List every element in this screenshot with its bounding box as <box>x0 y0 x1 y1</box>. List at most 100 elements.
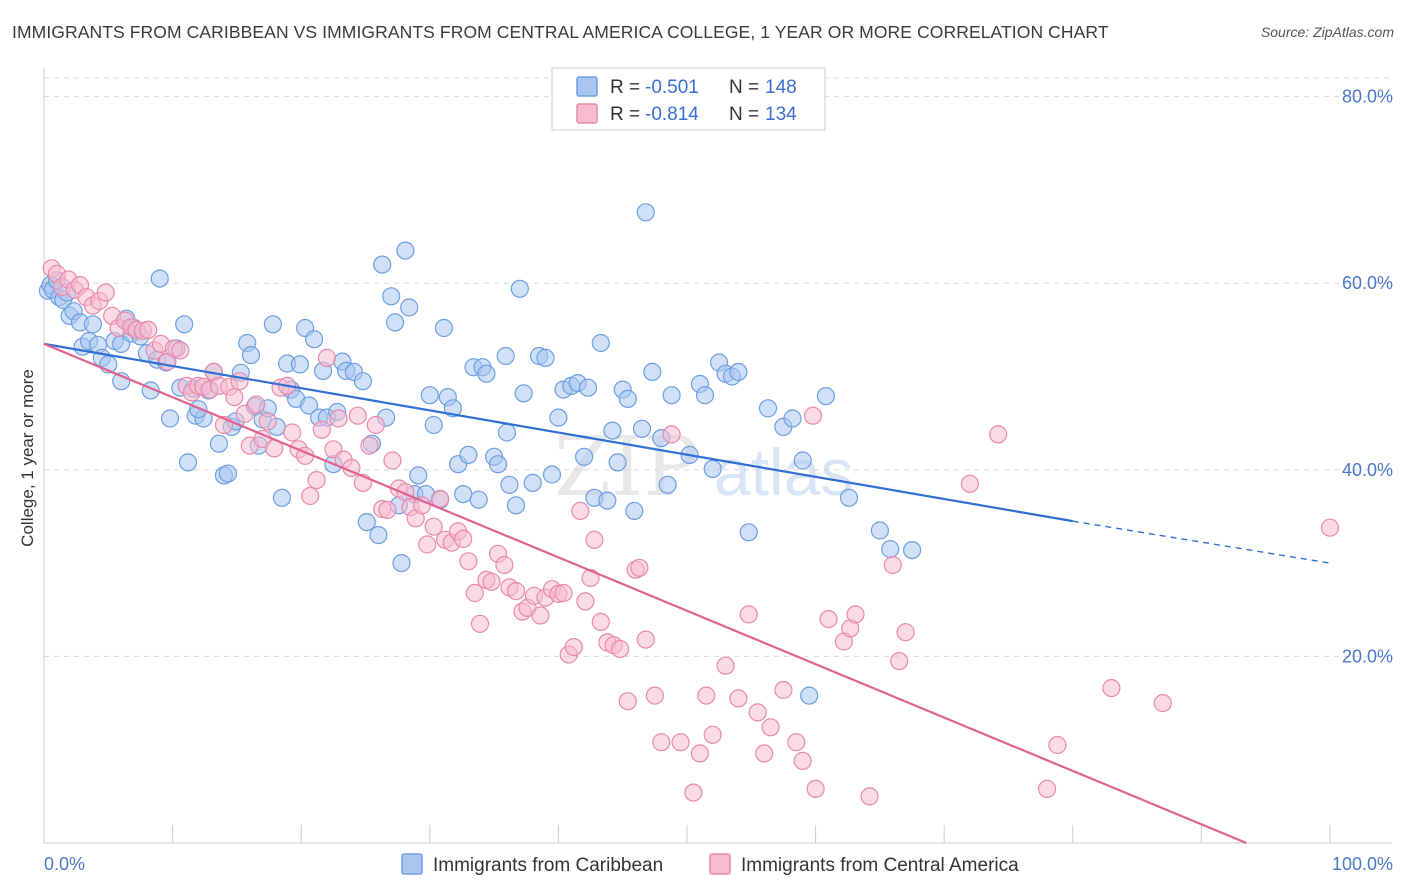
data-point-caribbean[interactable] <box>357 512 376 532</box>
data-point-caribbean[interactable] <box>618 389 637 408</box>
data-point-central-america[interactable] <box>329 409 348 428</box>
data-point-caribbean[interactable] <box>400 298 419 317</box>
data-point-central-america[interactable] <box>806 779 825 799</box>
data-point-central-america[interactable] <box>495 555 514 575</box>
data-point-central-america[interactable] <box>312 420 331 439</box>
data-point-caribbean[interactable] <box>353 372 372 391</box>
data-point-caribbean[interactable] <box>477 364 496 383</box>
data-point-caribbean[interactable] <box>241 346 261 365</box>
data-point-caribbean[interactable] <box>160 409 180 428</box>
data-point-caribbean[interactable] <box>459 445 478 464</box>
data-point-central-america[interactable] <box>896 623 915 642</box>
data-point-caribbean[interactable] <box>542 465 562 484</box>
data-point-central-america[interactable] <box>636 630 655 649</box>
data-point-central-america[interactable] <box>697 686 716 705</box>
data-point-central-america[interactable] <box>418 535 437 554</box>
data-point-caribbean[interactable] <box>83 315 103 334</box>
data-point-caribbean[interactable] <box>424 415 443 435</box>
data-point-central-america[interactable] <box>454 529 473 549</box>
data-point-caribbean[interactable] <box>703 459 722 478</box>
data-point-caribbean[interactable] <box>625 501 644 520</box>
data-point-caribbean[interactable] <box>739 523 758 542</box>
data-point-central-america[interactable] <box>459 552 478 571</box>
data-point-central-america[interactable] <box>571 501 590 520</box>
data-point-central-america[interactable] <box>378 500 397 519</box>
data-point-caribbean[interactable] <box>643 362 662 381</box>
data-point-central-america[interactable] <box>684 783 703 802</box>
data-point-central-america[interactable] <box>793 751 812 771</box>
data-point-caribbean[interactable] <box>506 496 526 515</box>
data-point-caribbean[interactable] <box>218 464 237 483</box>
data-point-caribbean[interactable] <box>662 386 681 405</box>
data-point-caribbean[interactable] <box>392 553 411 573</box>
data-point-central-america[interactable] <box>258 412 277 431</box>
data-point-central-america[interactable] <box>729 689 748 708</box>
data-point-central-america[interactable] <box>960 474 980 493</box>
data-point-caribbean[interactable] <box>420 386 439 405</box>
data-point-central-america[interactable] <box>1153 693 1172 713</box>
data-point-caribbean[interactable] <box>488 455 508 474</box>
data-point-central-america[interactable] <box>576 592 595 611</box>
data-point-central-america[interactable] <box>755 744 774 763</box>
data-point-caribbean[interactable] <box>783 409 802 428</box>
data-point-central-america[interactable] <box>787 733 806 752</box>
data-point-caribbean[interactable] <box>658 475 677 494</box>
data-point-central-america[interactable] <box>803 406 823 425</box>
data-point-central-america[interactable] <box>1320 518 1340 537</box>
legend-label-caribbean[interactable]: Immigrants from Caribbean <box>433 855 663 876</box>
data-point-central-america[interactable] <box>690 744 710 763</box>
data-point-caribbean[interactable] <box>574 447 594 466</box>
data-point-caribbean[interactable] <box>496 346 515 366</box>
data-point-central-america[interactable] <box>230 372 249 391</box>
data-point-central-america[interactable] <box>662 425 681 444</box>
data-point-central-america[interactable] <box>307 471 326 490</box>
data-point-central-america[interactable] <box>890 651 909 671</box>
data-point-caribbean[interactable] <box>695 386 715 405</box>
data-point-caribbean[interactable] <box>881 539 900 559</box>
data-point-caribbean[interactable] <box>290 355 309 374</box>
data-point-central-america[interactable] <box>225 388 244 407</box>
data-point-caribbean[interactable] <box>902 540 922 560</box>
data-point-caribbean[interactable] <box>305 330 324 349</box>
data-point-caribbean[interactable] <box>150 269 169 288</box>
data-point-caribbean[interactable] <box>536 348 555 367</box>
data-point-central-america[interactable] <box>283 423 302 442</box>
data-point-caribbean[interactable] <box>434 318 453 338</box>
data-point-caribbean[interactable] <box>263 315 282 334</box>
data-point-central-america[interactable] <box>860 787 879 806</box>
data-point-central-america[interactable] <box>581 568 600 588</box>
data-point-caribbean[interactable] <box>549 408 568 427</box>
data-point-central-america[interactable] <box>171 341 190 360</box>
data-point-central-america[interactable] <box>630 558 649 577</box>
data-point-caribbean[interactable] <box>469 490 488 509</box>
data-point-caribbean[interactable] <box>729 362 748 381</box>
data-point-central-america[interactable] <box>96 283 115 302</box>
data-point-caribbean[interactable] <box>608 453 627 472</box>
data-point-central-america[interactable] <box>703 725 722 744</box>
data-point-central-america[interactable] <box>1037 779 1057 799</box>
data-point-caribbean[interactable] <box>409 466 428 485</box>
legend-swatch-central-america[interactable] <box>709 853 731 875</box>
data-point-central-america[interactable] <box>554 583 573 603</box>
data-point-caribbean[interactable] <box>382 287 401 306</box>
data-point-caribbean[interactable] <box>598 491 617 510</box>
data-point-caribbean[interactable] <box>632 419 652 438</box>
data-point-caribbean[interactable] <box>497 423 517 442</box>
data-point-central-america[interactable] <box>748 703 767 722</box>
data-point-caribbean[interactable] <box>578 378 598 397</box>
data-point-central-america[interactable] <box>989 425 1008 444</box>
legend-label-central-america[interactable]: Immigrants from Central America <box>741 855 1019 876</box>
data-point-central-america[interactable] <box>317 348 336 367</box>
data-point-caribbean[interactable] <box>500 475 519 494</box>
data-point-central-america[interactable] <box>585 530 604 549</box>
data-point-central-america[interactable] <box>846 605 865 624</box>
data-point-caribbean[interactable] <box>800 686 819 705</box>
data-point-caribbean[interactable] <box>603 421 622 440</box>
data-point-central-america[interactable] <box>506 581 526 601</box>
data-point-caribbean[interactable] <box>816 387 836 406</box>
data-point-caribbean[interactable] <box>299 396 318 415</box>
data-point-central-america[interactable] <box>531 606 550 625</box>
data-point-caribbean[interactable] <box>793 451 812 470</box>
data-point-caribbean[interactable] <box>386 313 405 332</box>
data-point-central-america[interactable] <box>652 733 671 752</box>
